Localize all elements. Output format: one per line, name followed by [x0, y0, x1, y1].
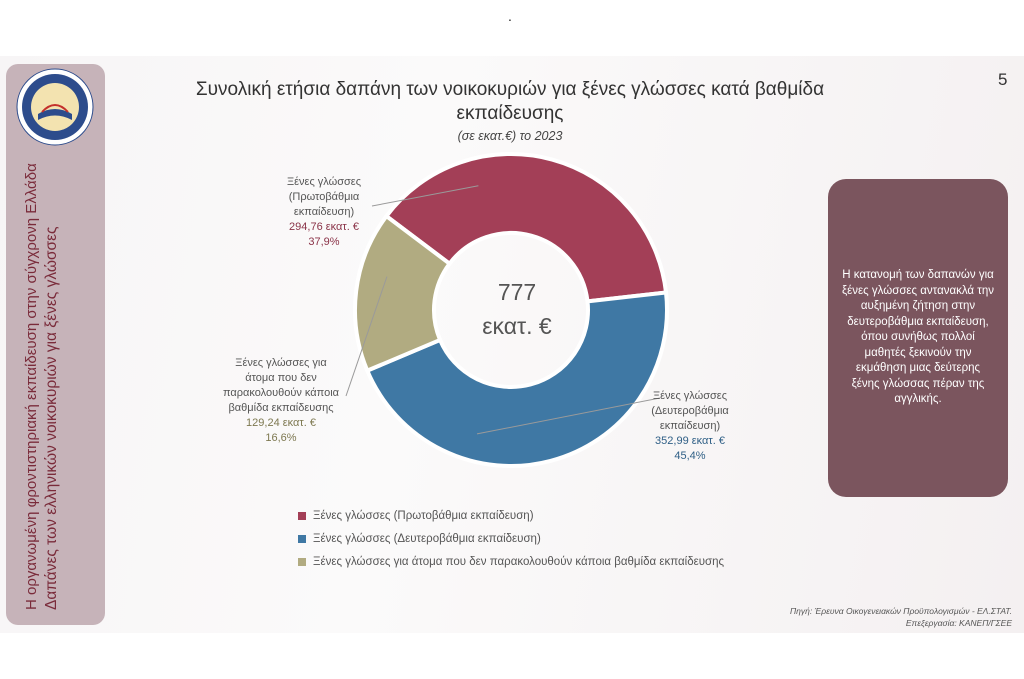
slice-label-non-students-line-2: άτομα που δεν — [245, 372, 317, 384]
legend-label-secondary: Ξένες γλώσσες (Δευτεροβάθμια εκπαίδευση) — [313, 532, 541, 545]
slice-label-non-students: Ξένες γλώσσες για άτομα που δεν παρακολο… — [206, 356, 356, 446]
slice-label-primary-line-3: εκπαίδευση) — [293, 206, 355, 218]
slice-label-non-students-line-4: βαθμίδα εκπαίδευσης — [228, 402, 334, 414]
slice-label-secondary-line-3: εκπαίδευση) — [659, 420, 721, 432]
slice-percent-primary: 37,9% — [308, 236, 340, 248]
note-box: Η κατανομή των δαπανών για ξένες γλώσσες… — [828, 179, 1008, 497]
donut-slice-non-students — [353, 213, 453, 374]
donut-slice-primary — [383, 152, 669, 304]
page-number: 5 — [998, 70, 1008, 89]
source-line-2: Επεξεργασία: ΚΑΝΕΠ/ΓΣΕΕ — [905, 618, 1012, 628]
slice-label-secondary: Ξένες γλώσσες (Δευτεροβάθμια εκπαίδευση)… — [638, 389, 742, 464]
sidebar — [6, 64, 105, 625]
legend-item-primary: Ξένες γλώσσες (Πρωτοβάθμια εκπαίδευση) — [298, 504, 724, 527]
donut-center-total: 777 — [497, 279, 537, 305]
slice-label-primary-line-1: Ξένες γλώσσες — [286, 176, 362, 188]
top-mark: . — [508, 8, 512, 24]
slice-label-secondary-line-2: (Δευτεροβάθμια — [651, 405, 729, 417]
note-text: Η κατανομή των δαπανών για ξένες γλώσσες… — [842, 269, 994, 406]
legend-label-primary: Ξένες γλώσσες (Πρωτοβάθμια εκπαίδευση) — [313, 509, 534, 522]
donut-center-unit: εκατ. € — [482, 313, 552, 339]
slice-value-non-students: 129,24 εκατ. € — [246, 417, 316, 429]
chart-legend: Ξένες γλώσσες (Πρωτοβάθμια εκπαίδευση) Ξ… — [298, 504, 724, 573]
slice-label-primary: Ξένες γλώσσες (Πρωτοβάθμια εκπαίδευση) 2… — [270, 175, 378, 250]
legend-swatch-primary — [298, 511, 306, 520]
slice-label-non-students-line-3: παρακολουθούν κάποια — [222, 387, 340, 399]
slice-label-secondary-line-1: Ξένες γλώσσες — [652, 390, 728, 402]
legend-item-secondary: Ξένες γλώσσες (Δευτεροβάθμια εκπαίδευση) — [298, 527, 724, 550]
slice-percent-secondary: 45,4% — [674, 450, 706, 462]
chart-title: Συνολική ετήσια δαπάνη των νοικοκυριών γ… — [195, 79, 825, 124]
legend-swatch-secondary — [298, 534, 306, 543]
leader-line-non-students — [345, 276, 388, 397]
legend-swatch-non-students — [298, 557, 306, 566]
chart-subtitle: (σε εκατ.€) το 2023 — [457, 129, 563, 143]
legend-item-non-students: Ξένες γλώσσες για άτομα που δεν παρακολο… — [298, 550, 724, 573]
slice-percent-non-students: 16,6% — [265, 432, 297, 444]
slice-value-primary: 294,76 εκατ. € — [289, 221, 359, 233]
leader-line-secondary — [476, 397, 661, 435]
slice-label-non-students-line-1: Ξένες γλώσσες για — [235, 357, 327, 369]
source-line-1: Πηγή: Έρευνα Οικογενειακών Προϋπολογισμώ… — [789, 606, 1012, 616]
slice-value-secondary: 352,99 εκατ. € — [655, 435, 725, 447]
donut-slice-secondary — [364, 290, 669, 468]
leader-line-primary — [371, 185, 479, 207]
legend-label-non-students: Ξένες γλώσσες για άτομα που δεν παρακολο… — [313, 555, 725, 568]
source-note: Πηγή: Έρευνα Οικογενειακών Προϋπολογισμώ… — [790, 605, 1012, 629]
slice-label-primary-line-2: (Πρωτοβάθμια — [288, 191, 360, 203]
kanep-logo-icon — [16, 68, 94, 146]
